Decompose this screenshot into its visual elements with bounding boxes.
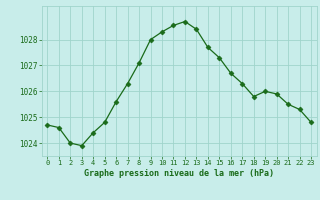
X-axis label: Graphe pression niveau de la mer (hPa): Graphe pression niveau de la mer (hPa) (84, 169, 274, 178)
